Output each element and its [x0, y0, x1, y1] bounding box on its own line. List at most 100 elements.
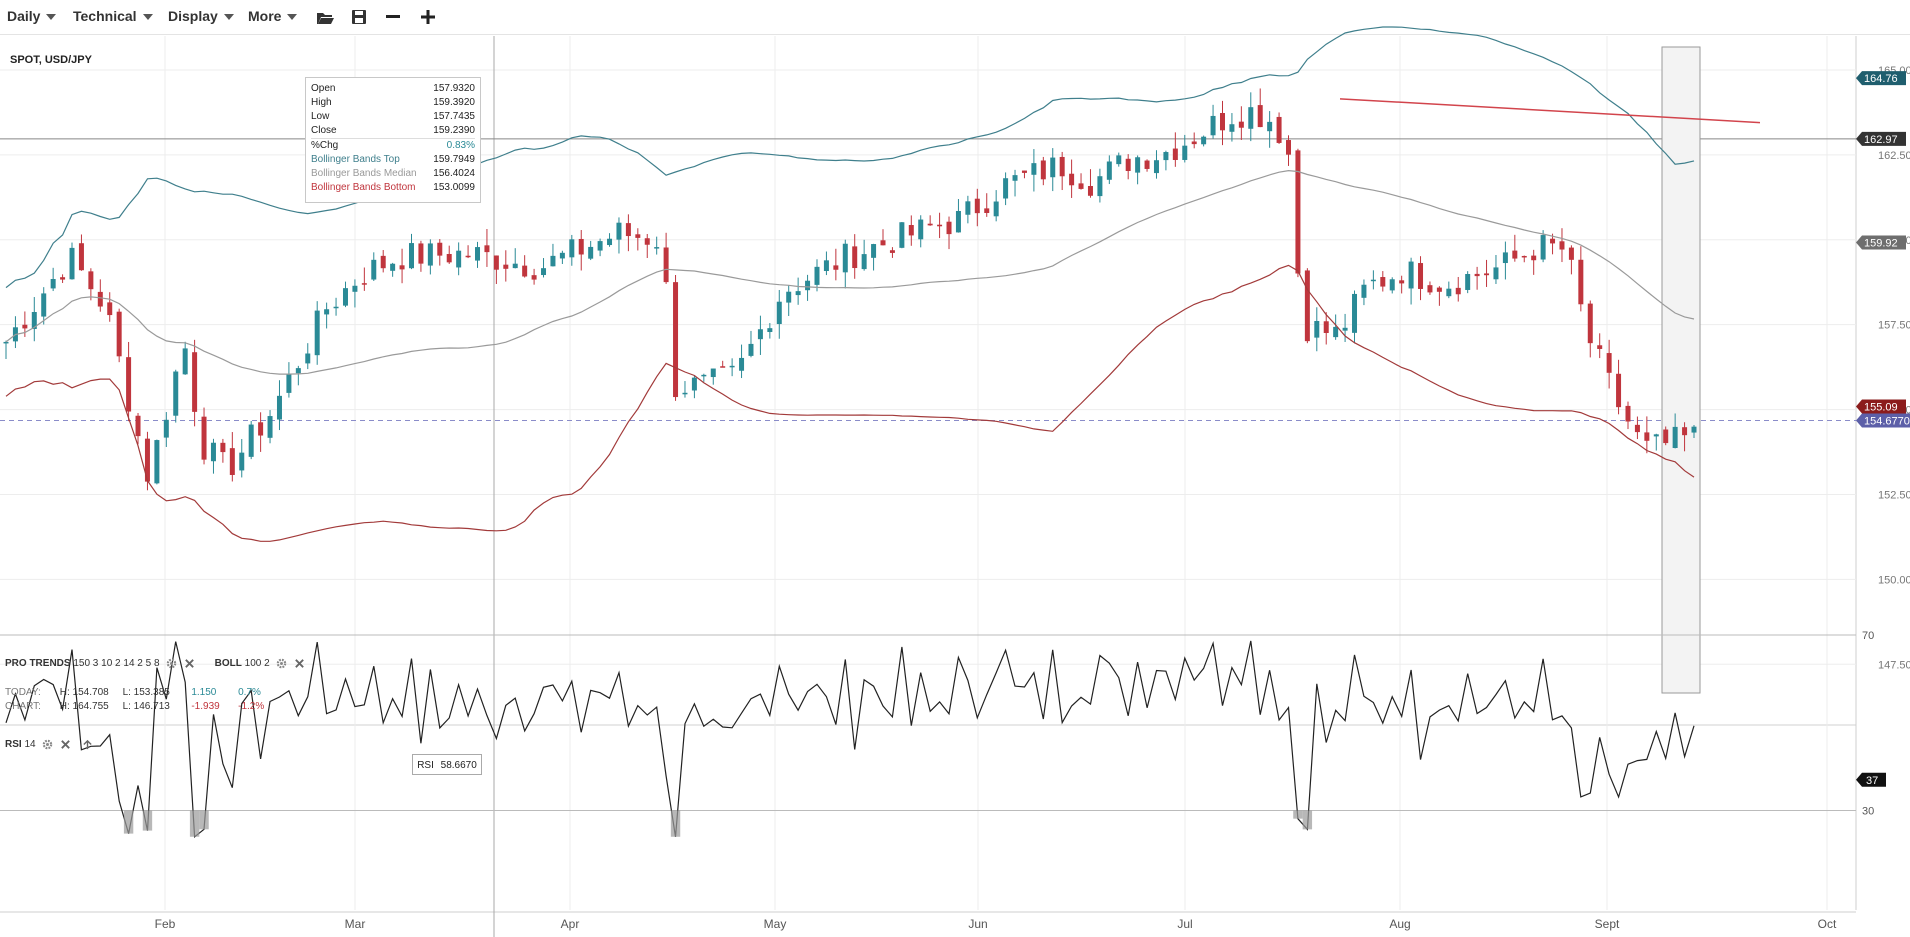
candle-body	[682, 392, 688, 395]
candle-body	[107, 302, 113, 316]
high-label: High	[311, 97, 332, 108]
candle-body	[503, 264, 509, 269]
candle-body	[97, 291, 103, 307]
today-change: 1.150	[191, 687, 217, 698]
month-label: May	[764, 917, 787, 931]
candle-body	[1050, 157, 1056, 178]
month-label: Aug	[1389, 917, 1410, 931]
stats-chart: CHART: H: 164.755 L: 146.713 -1.939 -1.2…	[5, 701, 264, 712]
candle-body	[465, 255, 471, 258]
candle-body	[380, 255, 386, 269]
menu-more[interactable]: More	[248, 8, 298, 24]
rsi-period: 14	[24, 739, 36, 751]
close-icon[interactable]	[60, 739, 71, 750]
rsi-oversold-fill	[142, 810, 153, 831]
close-icon[interactable]	[294, 658, 305, 669]
price-badge-shape	[1856, 413, 1910, 428]
gear-icon[interactable]	[276, 658, 287, 669]
menu-technical[interactable]: Technical	[73, 8, 153, 24]
candle-body	[588, 246, 594, 259]
candle-body	[1672, 426, 1678, 449]
candle-body	[182, 348, 188, 375]
candle-body	[1304, 270, 1310, 342]
candle-body	[578, 238, 584, 255]
candle-body	[1484, 273, 1490, 276]
candle-body	[1370, 279, 1376, 282]
candle-body	[1295, 150, 1301, 274]
rsi-label: RSI	[5, 739, 22, 751]
candle-body	[955, 210, 961, 233]
candle-body	[1436, 287, 1442, 292]
candle-body	[720, 366, 726, 368]
candle-body	[823, 260, 829, 272]
candle-body	[1644, 432, 1650, 441]
chg-label: %Chg	[311, 140, 339, 151]
chart-label: CHART:	[5, 701, 41, 712]
candle-body	[1333, 326, 1339, 338]
menu-display[interactable]: Display	[168, 8, 234, 24]
gear-icon[interactable]	[42, 739, 53, 750]
candle-body	[1634, 424, 1640, 433]
candle-body	[852, 246, 858, 269]
indicator-legend: PRO TRENDS 150 3 10 2 14 2 5 8 BOLL 100 …	[5, 658, 305, 669]
candle-body	[710, 368, 716, 378]
candle-body	[456, 250, 462, 268]
close-value: 159.2390	[433, 125, 475, 136]
rsi-badge-label: 37	[1866, 775, 1878, 787]
candle-body	[1153, 160, 1159, 174]
candle-body	[258, 422, 264, 436]
save-icon[interactable]	[348, 6, 370, 28]
candle-body	[1380, 277, 1386, 287]
candle-body	[550, 255, 556, 267]
zoom-in-icon[interactable]	[417, 6, 439, 28]
candle-body	[144, 438, 150, 482]
candle-body	[1352, 293, 1358, 333]
gear-icon[interactable]	[166, 658, 177, 669]
candle-body	[390, 263, 396, 271]
candle-body	[1399, 280, 1405, 284]
candle-body	[616, 222, 622, 240]
chart-high: H: 164.755	[59, 701, 109, 712]
candle-body	[1276, 116, 1282, 143]
price-badge-shape	[1856, 399, 1906, 414]
chg-value: 0.83%	[446, 140, 475, 151]
folder-open-icon[interactable]	[314, 6, 336, 28]
menu-more-label: More	[248, 8, 282, 24]
price-tick-label: 157.50	[1878, 320, 1910, 332]
candle-body	[908, 225, 914, 236]
candle-body	[475, 247, 481, 261]
candle-body	[1361, 284, 1367, 298]
candle-body	[531, 275, 537, 280]
month-label: Feb	[155, 917, 176, 931]
price-badge-label: 162.97	[1864, 134, 1898, 146]
price-badge: 154.6770	[1856, 413, 1910, 428]
zoom-out-icon[interactable]	[382, 6, 404, 28]
candle-body	[163, 419, 169, 438]
candle-body	[861, 254, 867, 270]
candle-body	[1493, 267, 1499, 280]
arrow-up-icon[interactable]	[82, 739, 93, 750]
candle-body	[1078, 183, 1084, 189]
candle-body	[512, 263, 518, 269]
rsi-oversold-fill	[1293, 810, 1303, 819]
bollinger-median-line	[5, 169, 1695, 375]
candle-body	[889, 250, 895, 253]
candles	[3, 88, 1697, 491]
close-icon[interactable]	[184, 658, 195, 669]
candle-body	[654, 247, 660, 249]
candle-body	[1512, 250, 1518, 259]
candle-body	[418, 243, 424, 264]
candle-body	[1219, 113, 1225, 131]
today-label: TODAY:	[5, 687, 41, 698]
menu-daily[interactable]: Daily	[7, 8, 57, 24]
candle-body	[937, 224, 943, 227]
candle-body	[569, 239, 575, 258]
candle-body	[239, 452, 245, 471]
candle-body	[154, 440, 160, 484]
price-badge-shape	[1856, 71, 1906, 86]
candle-body	[1427, 285, 1433, 293]
pro-trends-params: 150 3 10 2 14 2 5 8	[73, 658, 160, 670]
rsi-tooltip: RSI 58.6670	[412, 754, 482, 775]
candle-body	[607, 238, 613, 246]
